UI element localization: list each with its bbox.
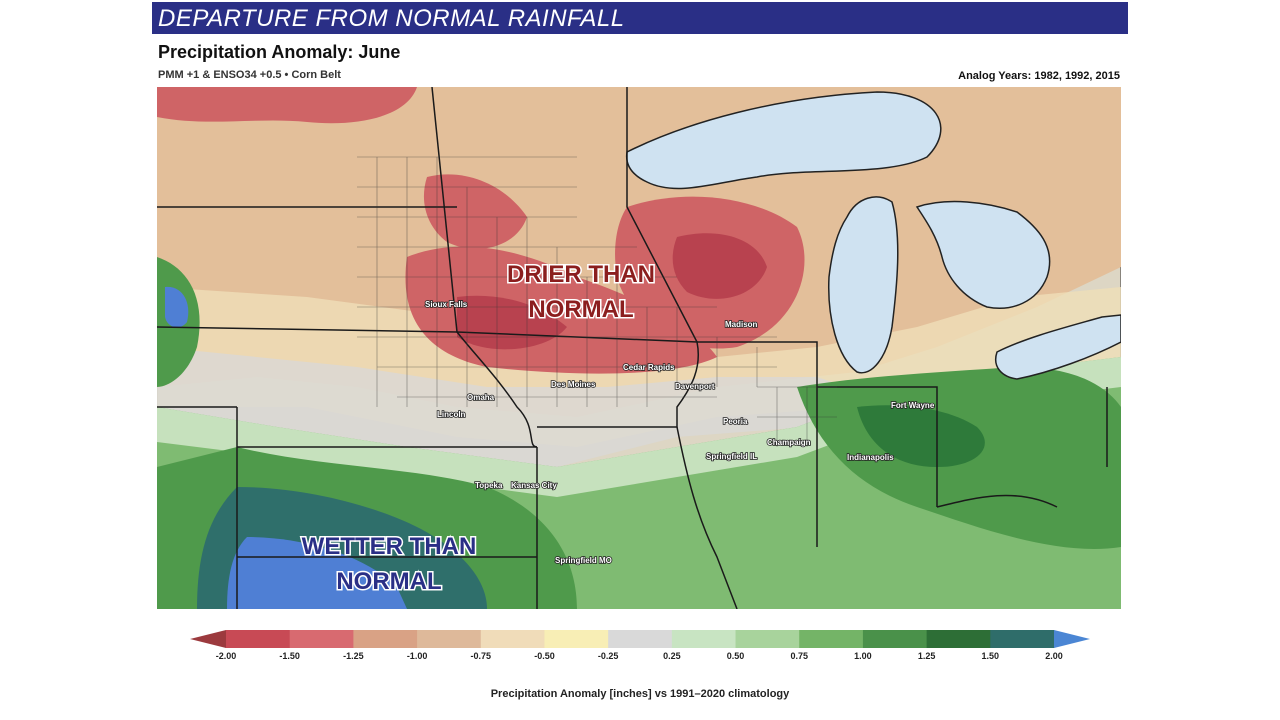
colorbar-segment [990,630,1055,648]
header-banner: DEPARTURE FROM NORMAL RAINFALL [152,2,1128,34]
colorbar-segment [417,630,482,648]
colorbar-tick-label: -0.75 [471,651,492,660]
city-lincoln: Lincoln [437,410,466,419]
colorbar-label: Precipitation Anomaly [inches] vs 1991–2… [490,688,790,700]
colorbar-tick-label: -1.50 [279,651,300,660]
lake-erie [995,314,1121,380]
city-cedar-rapids: Cedar Rapids [623,363,675,372]
state-border [431,87,458,333]
city-fort-wayne: Fort Wayne [891,401,935,410]
colorbar-segment [735,630,800,648]
colorbar-segment [926,630,991,648]
colorbar-tick-label: -0.50 [534,651,555,660]
colorbar-tick-label: -1.25 [343,651,364,660]
colorbar-tick-label: 2.00 [1045,651,1063,660]
state-border [817,386,938,507]
dry-core-north [157,87,417,124]
dry-core-minnesota [423,174,527,249]
colorbar-segment [862,630,928,648]
state-border [626,87,698,343]
county-line [376,157,758,407]
colorbar-arrow-min [190,630,226,648]
city-kansas-city: Kansas City [511,481,557,490]
county-line [757,386,837,447]
state-border [936,494,1058,508]
colorbar-segment [226,630,291,648]
city-labels: Sioux Falls Madison Cedar Rapids Des Moi… [424,299,935,566]
lake-superior [625,91,942,190]
drier-label: DRIER THAN NORMAL [506,260,657,325]
wetter-label: WETTER THAN NORMAL [300,532,478,597]
precipitation-anomaly-map: DRIER THAN NORMAL WETTER THAN NORMAL Sio… [157,87,1121,609]
colorbar-segment [671,630,737,648]
colorbar-tick-label: -0.25 [598,651,619,660]
state-borders [157,87,1108,609]
city-des-moines: Des Moines [551,380,596,389]
colorbar: -2.00 -1.50 -1.25 -1.00 -0.75 -0.50 -0.25 0.25 0… [190,630,1090,660]
city-indianapolis: Indianapolis [847,453,894,462]
colorbar-tick-label: -1.00 [407,651,428,660]
colorbar-tick-label: 1.25 [918,651,936,660]
colorbar-tick-label: -2.00 [216,651,237,660]
colorbar-arrow-max [1054,630,1090,648]
colorbar-tick-label: 1.00 [854,651,872,660]
state-border [676,426,738,609]
wetter-label-line1: WETTER THAN [302,533,477,560]
city-davenport: Davenport [675,382,715,391]
wet-zone-blue [227,537,407,609]
state-border [456,331,538,448]
drier-label-line2: NORMAL [528,296,633,323]
dry-core-wisconsin-strong [672,233,767,299]
banner-title: DEPARTURE FROM NORMAL RAINFALL [158,5,625,32]
wet-zone-east-strong [857,405,985,467]
map-subtitle: PMM +1 & ENSO34 +0.5 • Corn Belt [158,69,341,81]
state-border [456,331,699,428]
drier-label-line1: DRIER THAN [507,261,655,288]
city-topeka: Topeka [475,481,503,490]
colorbar-tick-label: 0.75 [790,651,808,660]
colorbar-segment [353,630,418,648]
colorbar-segment [799,630,864,648]
map-title: Precipitation Anomaly: June [158,42,401,62]
analog-years: Analog Years: 1982, 1992, 2015 [958,70,1120,82]
colorbar-tick-label: 1.50 [982,651,1000,660]
city-sioux-falls: Sioux Falls [425,300,468,309]
wet-zone-light-edge [157,357,1121,497]
city-peoria: Peoria [723,417,748,426]
wet-zone-west-blue [165,286,189,328]
colorbar-tick-label: 0.25 [663,651,681,660]
city-omaha: Omaha [467,393,495,402]
colorbar-segment [608,630,673,648]
state-border [697,341,818,547]
county-grid [357,156,837,447]
lake-michigan [828,196,899,374]
city-madison: Madison [725,320,758,329]
colorbar-segment [289,630,354,648]
city-champaign: Champaign [767,438,811,447]
lake-huron [915,200,1051,309]
wetter-label-line2: NORMAL [336,568,441,595]
city-springfield-il: Springfield IL [706,452,757,461]
colorbar-segment [480,630,545,648]
city-springfield-mo: Springfield MO [555,556,612,565]
colorbar-segment [544,630,609,648]
colorbar-tick-label: 0.50 [727,651,745,660]
